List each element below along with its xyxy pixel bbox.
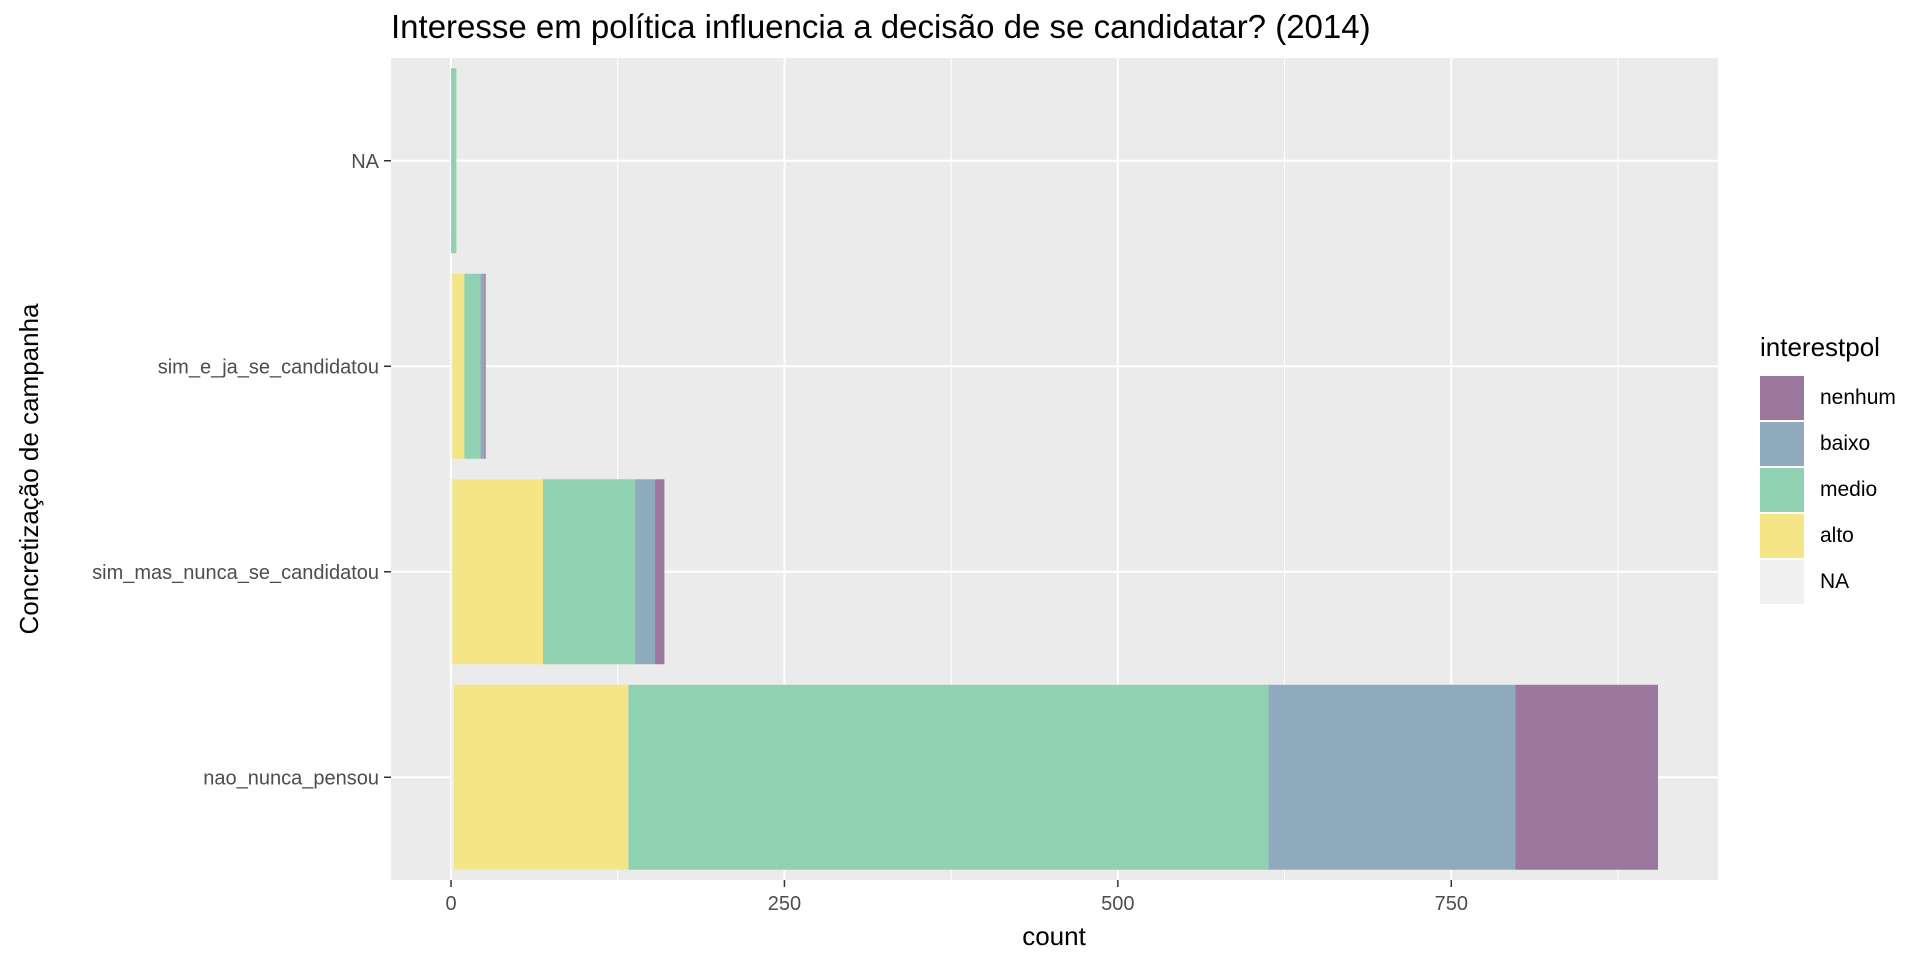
legend-label: alto	[1820, 524, 1854, 547]
chart-title: Interesse em política influencia a decis…	[391, 8, 1371, 45]
y-tick-label: NA	[351, 151, 379, 173]
legend-label: medio	[1820, 478, 1878, 501]
bar-segment	[451, 273, 453, 459]
legend-label: baixo	[1820, 432, 1871, 455]
legend-item: NA	[1760, 559, 1896, 605]
bar-segment	[543, 479, 636, 665]
legend-title: interestpol	[1760, 332, 1880, 362]
legend: interestpol nenhum baixo medio alto NA	[1760, 332, 1896, 605]
x-tick-label: 750	[1435, 893, 1468, 915]
bar-segment	[655, 479, 665, 665]
bar-segment	[480, 273, 485, 459]
legend-key	[1760, 514, 1804, 558]
legend-item: nenhum	[1760, 375, 1896, 421]
legend-label: NA	[1820, 570, 1850, 593]
y-tick-label: sim_mas_nunca_se_candidatou	[92, 562, 379, 584]
legend-key	[1760, 468, 1804, 512]
bars	[451, 68, 1658, 870]
bar-segment	[451, 68, 457, 254]
legend-item: baixo	[1760, 421, 1896, 467]
legend-item: alto	[1760, 513, 1896, 559]
y-tick-label: sim_e_ja_se_candidatou	[158, 356, 379, 378]
x-axis-title: count	[1022, 921, 1086, 951]
bar-segment	[464, 273, 481, 459]
legend-key	[1760, 376, 1804, 420]
legend-key	[1760, 560, 1804, 604]
bar-segment	[635, 479, 656, 665]
bar-segment	[451, 684, 454, 870]
legend-items: nenhum baixo medio alto NA	[1760, 375, 1896, 605]
x-tick-label: 250	[768, 893, 801, 915]
bar-segment	[451, 479, 453, 665]
bar-segment	[452, 479, 544, 665]
axes: 0 250 500 750 nao_nunca_pensou sim_mas_nunca_…	[92, 151, 1468, 915]
legend-key	[1760, 422, 1804, 466]
bar-segment	[484, 273, 486, 459]
bar-segment	[1515, 684, 1658, 870]
y-tick-label: nao_nunca_pensou	[203, 767, 379, 789]
legend-label: nenhum	[1820, 386, 1896, 409]
bar-segment	[628, 684, 1269, 870]
x-tick-label: 500	[1101, 893, 1134, 915]
x-tick-label: 0	[445, 893, 456, 915]
bar-segment	[1268, 684, 1516, 870]
bar-segment	[453, 684, 629, 870]
bar-segment	[452, 273, 465, 459]
y-axis-title: Concretização de campanha	[14, 303, 44, 635]
legend-item: medio	[1760, 467, 1896, 513]
